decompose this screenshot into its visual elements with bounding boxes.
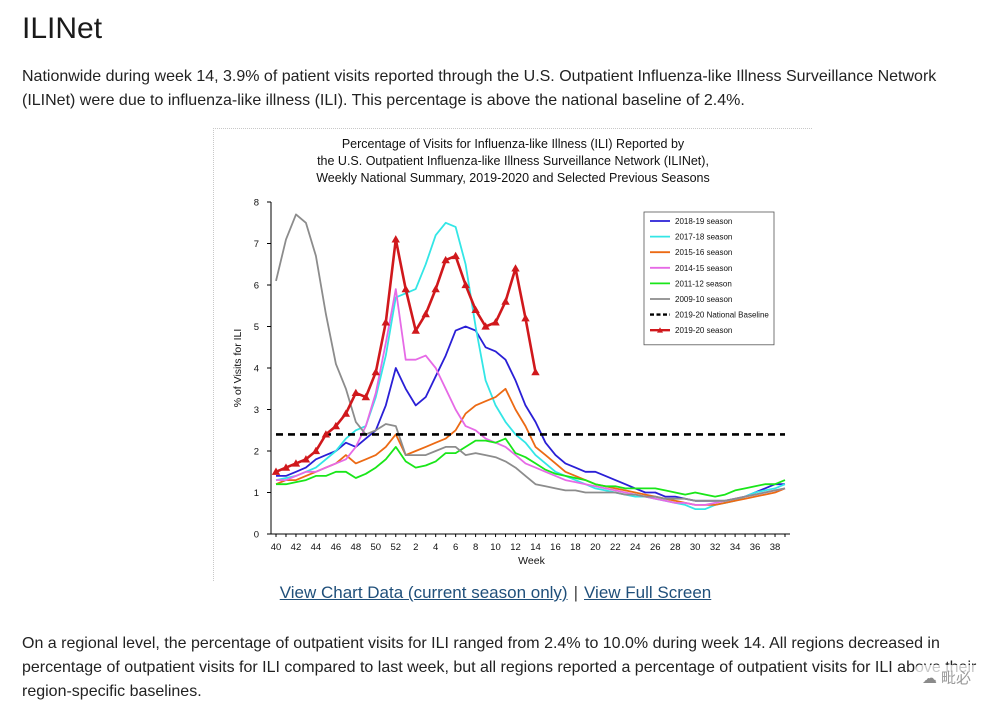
data-point-marker [431,284,440,293]
chart-title-line: Percentage of Visits for Influenza-like … [342,137,685,151]
watermark-text: 毗必 [940,670,971,687]
data-point-marker [351,388,361,397]
x-tick-label: 12 [510,542,521,553]
x-tick-label: 38 [770,542,781,553]
y-tick-label: 0 [254,530,259,541]
x-tick-label: 28 [670,542,681,553]
data-point-marker [471,305,480,314]
y-tick-label: 6 [254,281,259,292]
data-point-marker [421,309,430,318]
data-point-marker [481,322,490,330]
x-tick-label: 2 [413,542,418,553]
y-axis-title: % of Visits for ILI [232,329,244,408]
data-point-marker [271,467,281,475]
data-point-marker [491,318,500,326]
x-tick-label: 36 [750,542,761,553]
data-point-marker [291,459,301,467]
legend-box [643,211,775,346]
x-tick-label: 6 [453,542,458,553]
data-point-marker [311,446,321,455]
link-separator: | [573,583,579,602]
x-tick-label: 42 [291,542,302,553]
data-point-marker [301,455,311,463]
x-tick-label: 18 [570,542,581,553]
data-point-marker [341,409,351,417]
data-point-marker [521,314,530,322]
y-tick-label: 7 [254,239,259,250]
x-tick-label: 32 [710,542,721,553]
data-point-marker [361,392,371,401]
x-tick-label: 20 [590,542,601,553]
legend-label: 2014-15 season [675,264,732,273]
legend-label: 2015-16 season [675,248,732,257]
data-point-marker [321,430,331,438]
x-tick-label: 4 [433,542,438,553]
x-tick-label: 48 [351,542,362,553]
x-tick-label: 50 [371,542,382,553]
x-tick-label: 14 [530,542,541,553]
legend-label: 2011-12 season [675,279,732,288]
data-point-marker [511,264,520,272]
chart-links: View Chart Data (current season only) | Vi… [0,583,991,603]
data-point-marker [401,284,410,293]
legend-label: 2019-20 National Baseline [675,311,769,320]
x-tick-label: 30 [690,542,701,553]
view-chart-data-link[interactable]: View Chart Data (current season only) [279,583,568,602]
series-line [276,288,786,506]
chart-frame: Percentage of Visits for Influenza-like … [213,128,812,581]
intro-paragraph: Nationwide during week 14, 3.9% of patie… [22,68,937,109]
chart-title-line: Weekly National Summary, 2019-2020 and S… [316,171,710,185]
legend-marker [657,327,663,333]
x-tick-label: 16 [550,542,561,553]
y-tick-label: 5 [254,322,259,333]
data-point-marker [451,251,460,260]
watermark: ☁ 毗必 [915,665,977,690]
series-line [276,325,785,502]
series-line [275,213,786,502]
chart-title-line: the U.S. Outpatient Influenza-like Illne… [317,154,709,168]
legend-label: 2009-10 season [675,295,732,304]
y-tick-label: 4 [254,364,259,375]
data-point-marker [331,421,341,430]
x-tick-label: 44 [311,542,322,553]
x-tick-label: 40 [271,542,282,553]
data-point-marker [531,367,540,376]
data-point-marker [441,255,450,264]
y-tick-label: 3 [254,405,259,416]
x-tick-label: 22 [610,542,621,553]
regional-paragraph: On a regional level, the percentage of o… [22,635,977,700]
x-tick-label: 52 [390,542,401,553]
view-full-screen-link[interactable]: View Full Screen [584,583,712,602]
data-point-marker [381,318,390,326]
legend-label: 2018-19 season [675,217,732,226]
series-line [275,387,786,506]
page-title: ILINet [22,12,103,45]
data-point-marker [371,367,380,376]
x-axis-title: Week [518,555,545,567]
x-tick-label: 8 [473,542,478,553]
data-point-marker [411,326,420,334]
data-point-marker [461,280,470,289]
wechat-icon: ☁ [921,670,937,687]
y-tick-label: 1 [254,488,259,499]
x-tick-label: 26 [650,542,661,553]
x-tick-label: 46 [331,542,342,553]
data-point-marker [501,297,510,305]
ili-chart: Percentage of Visits for Influenza-like … [232,137,790,567]
data-point-marker [391,235,400,243]
x-tick-label: 24 [630,542,641,553]
series-line [276,437,786,498]
legend-label: 2019-20 season [675,326,732,335]
data-point-marker [281,463,291,471]
y-tick-label: 2 [254,447,259,458]
y-tick-label: 8 [254,198,259,209]
x-tick-label: 10 [490,542,501,553]
legend-label: 2017-18 season [675,233,732,242]
x-tick-label: 34 [730,542,741,553]
